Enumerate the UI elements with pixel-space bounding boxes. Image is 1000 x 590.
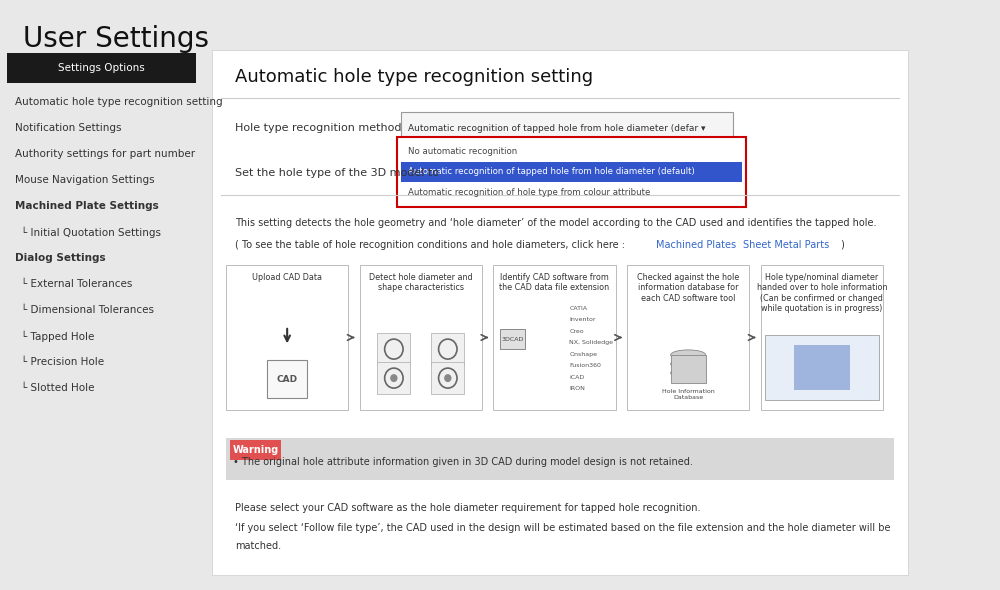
Text: Notification Settings: Notification Settings [15, 123, 121, 133]
Text: matched.: matched. [235, 541, 281, 551]
FancyBboxPatch shape [627, 265, 749, 410]
Text: Creo: Creo [569, 329, 584, 333]
Circle shape [390, 374, 398, 382]
FancyBboxPatch shape [212, 50, 908, 575]
Text: Warning: Warning [233, 445, 279, 455]
FancyBboxPatch shape [7, 53, 196, 83]
Text: iCAD: iCAD [569, 375, 584, 379]
FancyBboxPatch shape [377, 362, 410, 394]
Text: └ Tapped Hole: └ Tapped Hole [21, 331, 95, 342]
FancyBboxPatch shape [794, 345, 850, 390]
FancyBboxPatch shape [431, 362, 464, 394]
Text: Set the hole type of the 3D model to: Set the hole type of the 3D model to [235, 168, 439, 178]
Text: Inventor: Inventor [569, 317, 596, 322]
Text: CAD: CAD [277, 375, 298, 384]
Text: Automatic recognition of tapped hole from hole diameter (defar ▾: Automatic recognition of tapped hole fro… [408, 124, 706, 133]
FancyBboxPatch shape [401, 141, 742, 203]
FancyBboxPatch shape [401, 162, 742, 182]
Text: Automatic hole type recognition setting: Automatic hole type recognition setting [235, 68, 593, 86]
Ellipse shape [671, 350, 706, 360]
FancyBboxPatch shape [401, 112, 733, 146]
FancyBboxPatch shape [377, 333, 410, 365]
Text: Automatic recognition of hole type from colour attribute: Automatic recognition of hole type from … [408, 188, 651, 197]
Text: Mouse Navigation Settings: Mouse Navigation Settings [15, 175, 154, 185]
FancyBboxPatch shape [230, 440, 281, 460]
FancyBboxPatch shape [765, 335, 879, 400]
Text: Fusion360: Fusion360 [569, 363, 601, 368]
Text: ): ) [838, 240, 845, 250]
Text: This setting detects the hole geometry and ‘hole diameter’ of the model accordin: This setting detects the hole geometry a… [235, 218, 877, 228]
Text: Hole type recognition method: Hole type recognition method [235, 123, 402, 133]
FancyBboxPatch shape [431, 333, 464, 365]
Text: ‘If you select ‘Follow file type’, the CAD used in the design will be estimated : ‘If you select ‘Follow file type’, the C… [235, 523, 891, 533]
Text: Machined Plates: Machined Plates [656, 240, 736, 250]
Text: Onshape: Onshape [569, 352, 597, 356]
FancyBboxPatch shape [267, 360, 307, 398]
Text: Authority settings for part number: Authority settings for part number [15, 149, 195, 159]
FancyBboxPatch shape [360, 265, 482, 410]
Ellipse shape [671, 368, 706, 378]
Text: 3DCAD: 3DCAD [501, 337, 524, 342]
Text: CATIA: CATIA [569, 306, 587, 310]
Text: └ External Tolerances: └ External Tolerances [21, 279, 133, 289]
Text: Dialog Settings: Dialog Settings [15, 253, 105, 263]
Text: Please select your CAD software as the hole diameter requirement for tapped hole: Please select your CAD software as the h… [235, 503, 701, 513]
Text: Sheet Metal Parts: Sheet Metal Parts [743, 240, 829, 250]
Text: └ Slotted Hole: └ Slotted Hole [21, 383, 95, 393]
Text: └ Dimensional Tolerances: └ Dimensional Tolerances [21, 305, 154, 315]
Text: Upload CAD Data: Upload CAD Data [252, 273, 322, 282]
Text: Machined Plate Settings: Machined Plate Settings [15, 201, 158, 211]
FancyBboxPatch shape [397, 137, 746, 207]
Text: Automatic recognition of tapped hole from hole diameter (default): Automatic recognition of tapped hole fro… [408, 168, 695, 176]
Text: Settings Options: Settings Options [58, 63, 145, 73]
Text: └ Precision Hole: └ Precision Hole [21, 357, 104, 367]
Text: User Settings: User Settings [23, 25, 209, 53]
Text: └ Initial Quotation Settings: └ Initial Quotation Settings [21, 227, 161, 238]
Text: Identify CAD software from
the CAD data file extension: Identify CAD software from the CAD data … [499, 273, 610, 293]
Text: Checked against the hole
information database for
each CAD software tool: Checked against the hole information dat… [637, 273, 739, 303]
FancyBboxPatch shape [671, 355, 706, 383]
Text: Automatic hole type recognition setting: Automatic hole type recognition setting [15, 97, 222, 107]
Text: • The original hole attribute information given in 3D CAD during model design is: • The original hole attribute informatio… [233, 457, 693, 467]
Ellipse shape [671, 359, 706, 369]
FancyBboxPatch shape [493, 265, 616, 410]
FancyBboxPatch shape [761, 265, 883, 410]
Text: Hole Information
Database: Hole Information Database [662, 389, 715, 400]
Text: No automatic recognition: No automatic recognition [408, 147, 518, 156]
Circle shape [444, 374, 451, 382]
Text: Detect hole diameter and
shape characteristics: Detect hole diameter and shape character… [369, 273, 473, 293]
FancyBboxPatch shape [226, 438, 894, 480]
Text: IRON: IRON [569, 386, 585, 391]
Text: ( To see the table of hole recognition conditions and hole diameters, click here: ( To see the table of hole recognition c… [235, 240, 628, 250]
FancyBboxPatch shape [226, 265, 348, 410]
Text: NX, Solidedge: NX, Solidedge [569, 340, 613, 345]
FancyBboxPatch shape [500, 329, 525, 349]
Text: Hole type/nominal diameter
handed over to hole information
(Can be confirmed or : Hole type/nominal diameter handed over t… [757, 273, 887, 313]
